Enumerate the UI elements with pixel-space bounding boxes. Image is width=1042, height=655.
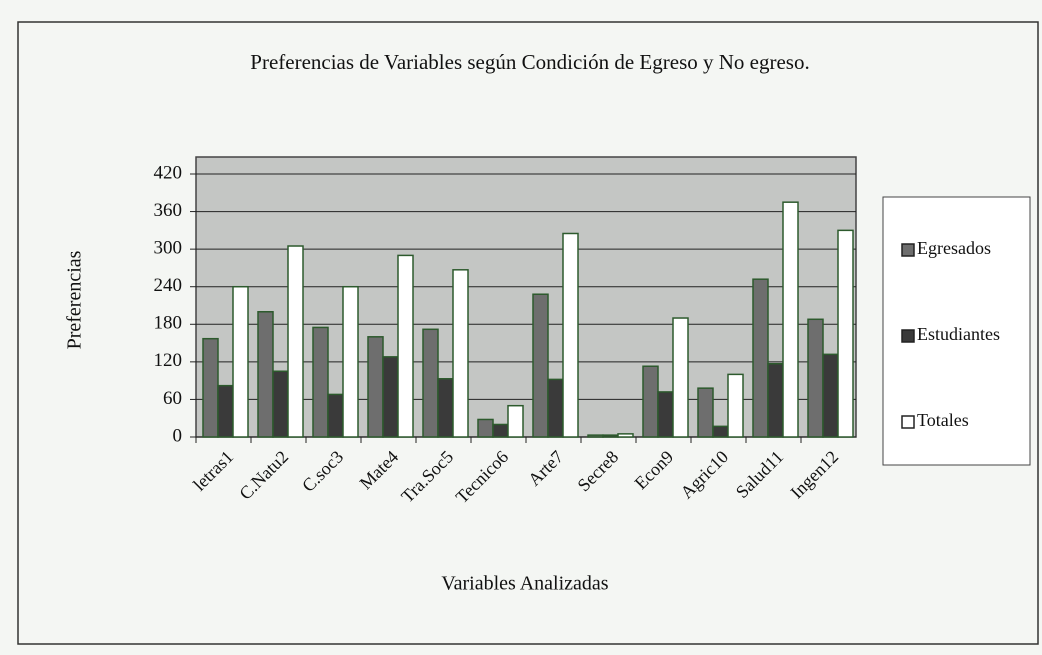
x-tick-label: Tra.Soc5 [397, 447, 457, 507]
y-tick-label: 180 [154, 313, 183, 334]
bar [477, 418, 494, 438]
bar [782, 201, 799, 438]
legend-label: Egresados [917, 238, 991, 258]
bar [672, 317, 689, 438]
x-tick-label: Tecnico6 [452, 447, 513, 508]
y-tick-label: 420 [154, 162, 183, 183]
bar [272, 370, 289, 438]
bar [837, 229, 854, 438]
y-tick-label: 120 [154, 350, 183, 371]
x-tick-label: Secre8 [573, 447, 622, 496]
x-tick-label: C.soc3 [298, 447, 347, 496]
x-tick-label: Arte7 [524, 447, 567, 490]
bar [657, 391, 674, 438]
bar [257, 311, 274, 438]
x-tick-label: Mate4 [356, 447, 403, 494]
y-tick-label: 360 [154, 200, 183, 221]
bar [642, 365, 659, 438]
x-tick-label: Salud11 [732, 447, 787, 502]
bar [217, 384, 234, 438]
y-tick-label: 300 [154, 238, 183, 259]
chart-title: Preferencias de Variables según Condició… [250, 50, 809, 74]
bar [342, 285, 359, 438]
bar [822, 353, 839, 438]
bar [767, 362, 784, 438]
plot-area [195, 156, 857, 438]
bar [562, 232, 579, 438]
bar [397, 254, 414, 438]
y-tick-label: 60 [163, 388, 182, 409]
x-tick-label: C.Natu2 [235, 447, 292, 504]
bar [752, 278, 769, 438]
y-tick-label: 0 [173, 425, 183, 446]
bar [492, 423, 509, 438]
bar [617, 433, 634, 438]
bar [507, 404, 524, 438]
legend-swatch [901, 243, 915, 257]
bar [327, 393, 344, 438]
bar [727, 373, 744, 438]
y-tick-label: 240 [154, 275, 183, 296]
x-tick-label: letras1 [189, 447, 237, 495]
bar [697, 387, 714, 438]
legend-label: Estudiantes [917, 324, 1000, 344]
bar [807, 318, 824, 438]
bar [602, 434, 619, 438]
bar [587, 434, 604, 438]
bar [422, 328, 439, 438]
x-tick-label: Agric10 [676, 447, 732, 503]
legend-swatch [901, 329, 915, 343]
bar [232, 285, 249, 438]
bar [547, 378, 564, 438]
legend-label: Totales [917, 410, 969, 430]
x-tick-label: Ingen12 [786, 447, 842, 503]
bar [382, 356, 399, 438]
bar [367, 336, 384, 438]
x-tick-label: Econ9 [631, 447, 678, 494]
bar [532, 293, 549, 438]
legend-swatch [901, 415, 915, 429]
x-axis-title: Variables Analizadas [441, 573, 608, 595]
bar [287, 245, 304, 438]
bar [452, 269, 469, 438]
bar [312, 326, 329, 438]
bar [712, 425, 729, 438]
frame [17, 21, 1039, 645]
y-axis-title: Preferencias [64, 250, 86, 349]
bar [437, 378, 454, 438]
bar [202, 337, 219, 438]
